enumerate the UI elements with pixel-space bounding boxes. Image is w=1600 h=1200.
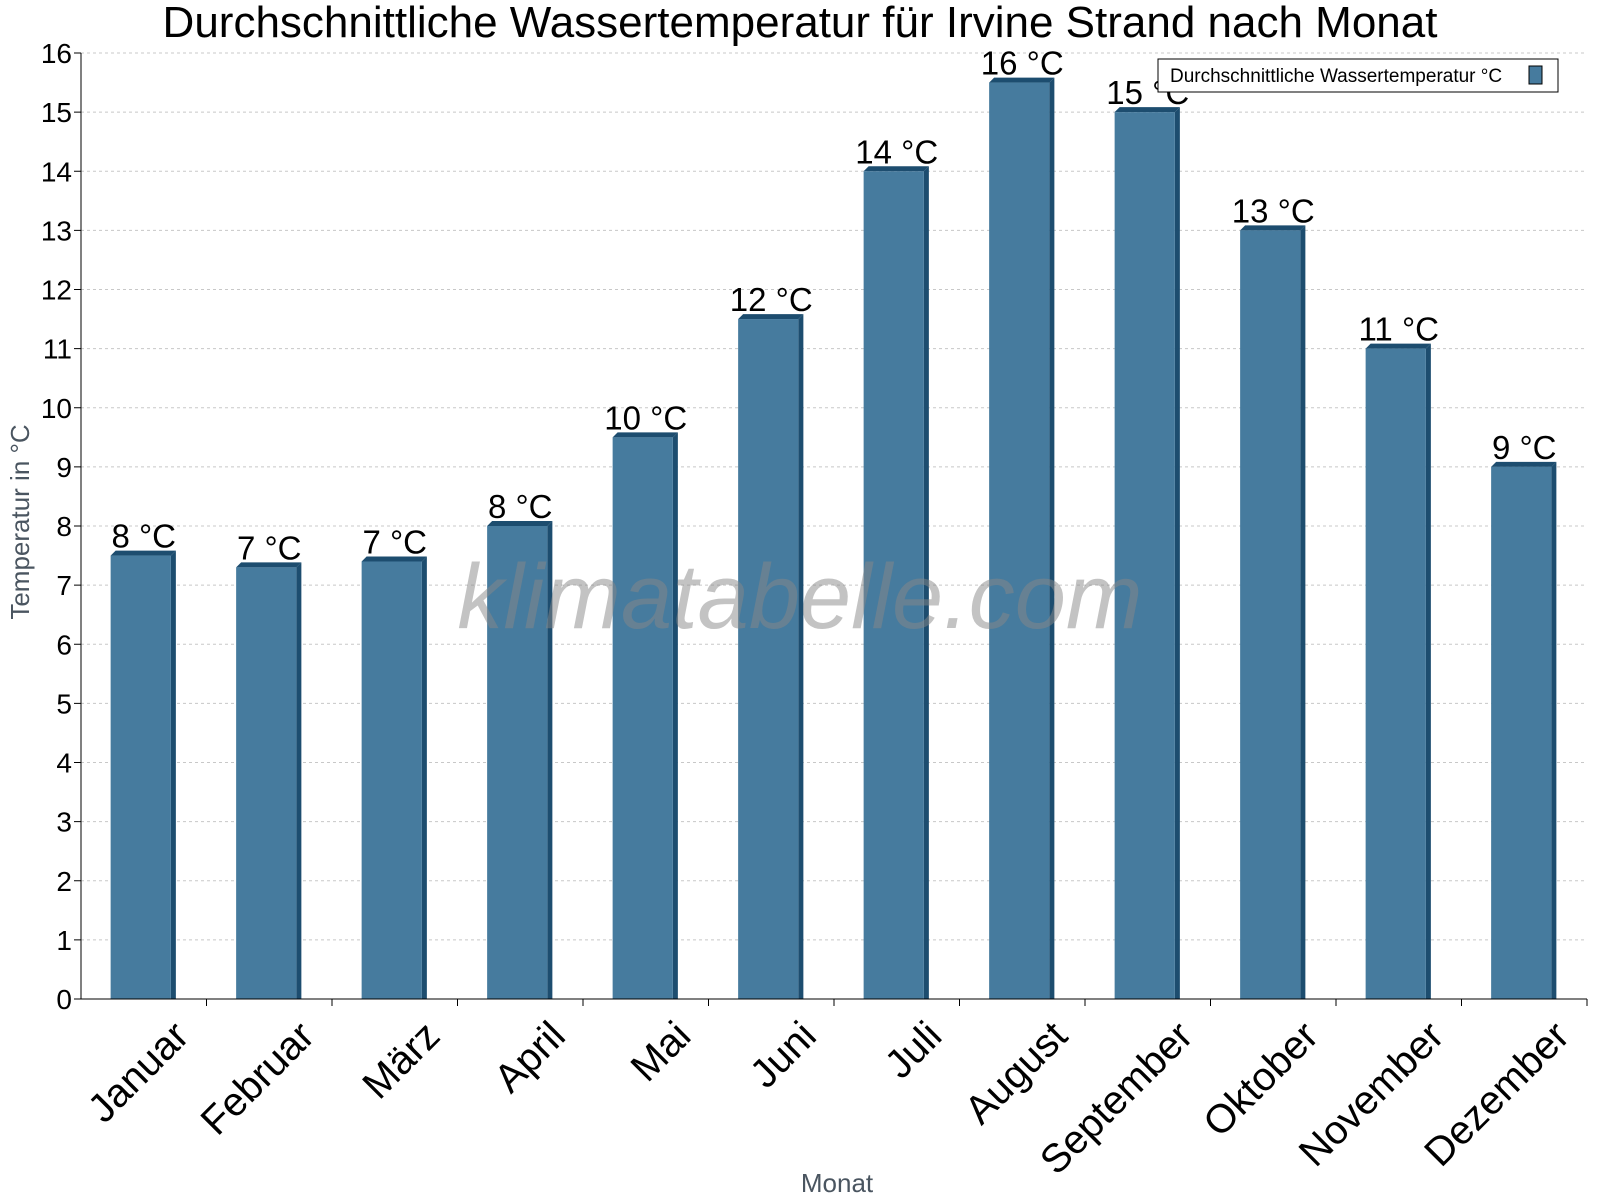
bar <box>361 561 422 999</box>
axes <box>80 53 1588 1006</box>
y-tick-label: 14 <box>41 156 72 187</box>
y-tick-label: 5 <box>56 688 72 719</box>
x-tick-label: Januar <box>80 1013 198 1131</box>
legend-box <box>1157 58 1559 93</box>
watermark: klimatabelle.com <box>457 546 1142 648</box>
gridlines <box>81 52 1587 941</box>
bar-side <box>1300 225 1306 999</box>
bars <box>110 77 1557 999</box>
bar <box>236 567 297 999</box>
y-tick-label: 7 <box>56 570 72 601</box>
data-label: 7 °C <box>362 523 427 560</box>
bar-top <box>1365 343 1431 349</box>
data-label: 14 °C <box>855 133 938 170</box>
bar-side <box>1551 461 1557 999</box>
x-tick-label: April <box>486 1013 574 1101</box>
bar <box>1240 230 1301 999</box>
y-tick-label: 16 <box>41 38 72 69</box>
bar-side <box>1049 77 1055 999</box>
data-label: 13 °C <box>1232 192 1315 229</box>
bar-side <box>1174 107 1180 999</box>
y-tick-label: 11 <box>43 334 72 365</box>
bar <box>863 171 924 999</box>
bar-top <box>1491 461 1557 467</box>
data-label: 8 °C <box>488 488 553 525</box>
x-tick-label: Mai <box>623 1013 700 1090</box>
bar <box>738 319 799 999</box>
bar-side <box>421 556 427 999</box>
bar-side <box>296 562 302 999</box>
y-tick-label: 8 <box>56 511 72 542</box>
data-label: 16 °C <box>981 45 1064 82</box>
data-label: 9 °C <box>1492 429 1557 466</box>
x-tick-label: August <box>957 1013 1076 1132</box>
y-tick-label: 0 <box>56 984 72 1015</box>
y-tick-label: 2 <box>56 866 72 897</box>
y-tick-label: 1 <box>56 925 72 956</box>
y-tick-label: 6 <box>56 629 72 660</box>
y-tick-label: 13 <box>41 215 72 246</box>
y-tick-label: 12 <box>41 275 72 306</box>
bar-top <box>110 550 176 556</box>
x-tick-label: Oktober <box>1195 1013 1327 1145</box>
x-tick-label: Februar <box>193 1013 323 1143</box>
bar-side <box>170 550 176 999</box>
data-label: 10 °C <box>604 399 687 436</box>
x-tick-label: Juni <box>742 1013 825 1096</box>
bar-top <box>236 562 302 568</box>
data-label: 11 °C <box>1359 311 1439 348</box>
bar <box>110 555 171 999</box>
y-tick-label: 4 <box>56 748 72 779</box>
chart-title: Durchschnittliche Wassertemperatur für I… <box>163 0 1438 47</box>
x-tick-label: Juli <box>877 1013 951 1087</box>
bar <box>1491 466 1552 999</box>
bar-top <box>487 521 553 526</box>
bar-top <box>863 166 929 172</box>
bar-side <box>547 521 553 999</box>
bar-top <box>989 77 1055 83</box>
y-tick-label: 15 <box>41 97 72 128</box>
data-label: 7 °C <box>237 529 302 566</box>
x-axis-label: Monat <box>801 1168 874 1198</box>
y-tick-label: 3 <box>56 807 72 838</box>
x-tick-label: März <box>354 1013 448 1107</box>
bar <box>989 82 1050 999</box>
y-axis-label: Temperatur in °C <box>5 424 35 619</box>
data-label: 12 °C <box>730 281 813 318</box>
legend-label: Durchschnittliche Wassertemperatur °C <box>1170 66 1502 87</box>
bar <box>1114 112 1175 999</box>
bar <box>487 526 548 999</box>
bar-side <box>1425 343 1431 999</box>
y-tick-label: 9 <box>56 452 72 483</box>
data-labels: 8 °C 7 °C 7 °C8 °C10 °C12 °C14 °C16 °C15 °… <box>111 45 1556 567</box>
bar <box>1365 348 1426 999</box>
bar-top <box>612 432 678 438</box>
bar-side <box>672 432 678 999</box>
legend-swatch <box>1528 65 1543 85</box>
bar-top <box>361 556 427 562</box>
legend: Durchschnittliche Wassertemperatur °C <box>1157 58 1559 93</box>
y-tick-label: 10 <box>41 393 72 424</box>
bar <box>612 437 673 999</box>
bar-side <box>923 166 929 999</box>
bar-top <box>1240 225 1306 231</box>
bar-side <box>798 314 804 999</box>
data-label: 8 °C <box>111 518 176 555</box>
bar-top <box>738 314 804 320</box>
bar-top <box>1114 107 1180 113</box>
